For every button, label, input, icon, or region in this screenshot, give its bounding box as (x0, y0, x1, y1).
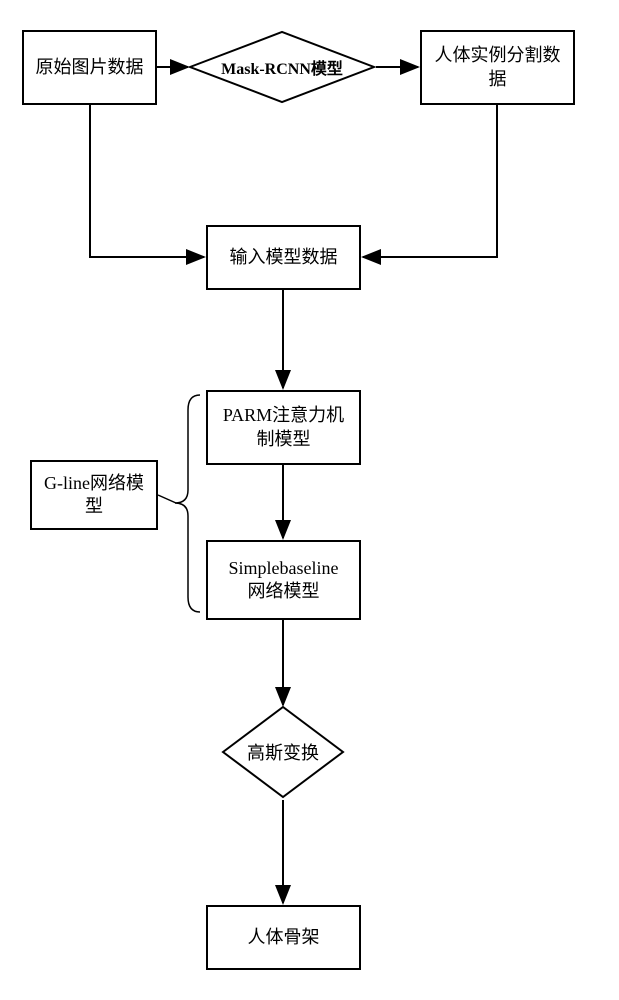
group-bracket (175, 395, 200, 612)
node-raw-image-label: 原始图片数据 (36, 56, 144, 79)
node-gline: G-line网络模 型 (30, 460, 158, 530)
node-skeleton: 人体骨架 (206, 905, 361, 970)
diamond-mask-rcnn-label: Mask-RCNN模型 (221, 55, 343, 79)
node-input-model-label: 输入模型数据 (230, 246, 338, 269)
node-skeleton-label: 人体骨架 (248, 926, 320, 949)
node-parm: PARM注意力机 制模型 (206, 390, 361, 465)
node-gline-label: G-line网络模 型 (44, 472, 144, 519)
edge-seg-to-input (363, 105, 497, 257)
node-human-seg-label: 人体实例分割数 据 (435, 44, 561, 91)
bracket-connector (158, 495, 176, 503)
node-raw-image: 原始图片数据 (22, 30, 157, 105)
node-simplebaseline: Simplebaseline 网络模型 (206, 540, 361, 620)
edge-raw-to-input (90, 105, 204, 257)
node-simplebaseline-label: Simplebaseline 网络模型 (229, 557, 339, 604)
mask-rcnn-text: Mask-RCNN模型 (221, 61, 343, 78)
node-human-seg: 人体实例分割数 据 (420, 30, 575, 105)
node-parm-label: PARM注意力机 制模型 (223, 404, 344, 451)
diamond-gauss-label: 高斯变换 (247, 739, 319, 765)
gauss-text: 高斯变换 (247, 743, 319, 763)
node-input-model: 输入模型数据 (206, 225, 361, 290)
